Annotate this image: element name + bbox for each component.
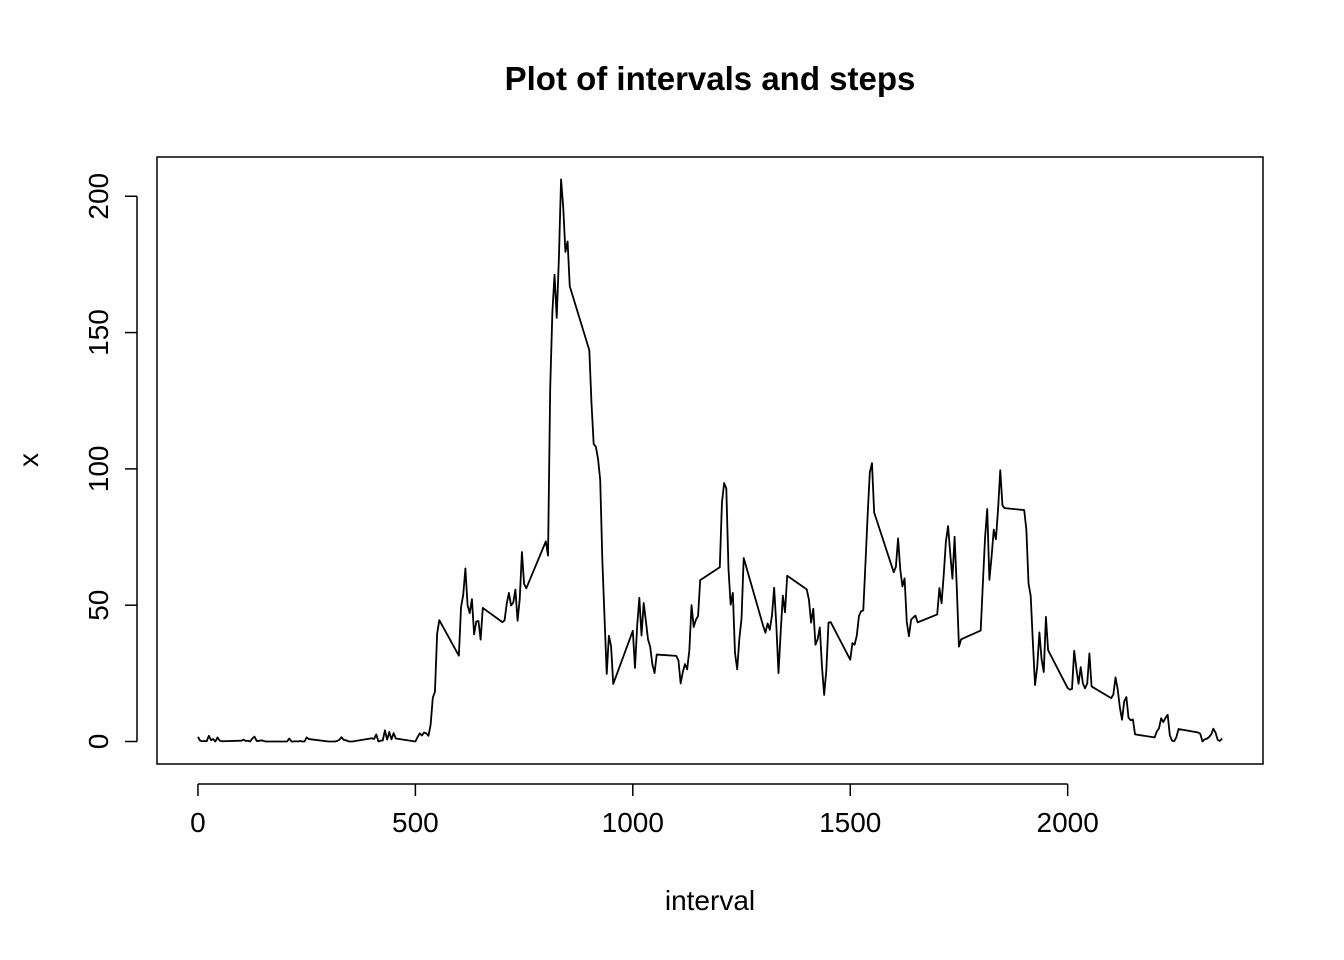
data-line: [197, 178, 1223, 743]
y-tick-label: 150: [83, 309, 114, 356]
x-tick-label: 500: [392, 807, 439, 838]
x-tick-label: 2000: [1037, 807, 1099, 838]
y-axis-label: x: [13, 453, 44, 467]
x-tick-label: 0: [190, 807, 206, 838]
y-tick-label: 100: [83, 446, 114, 493]
chart-title: Plot of intervals and steps: [505, 60, 916, 97]
plot-box: [156, 156, 1264, 765]
x-tick-label: 1000: [602, 807, 664, 838]
y-tick-label: 50: [83, 590, 114, 621]
y-tick-label: 200: [83, 173, 114, 220]
y-tick-label: 0: [83, 734, 114, 750]
x-tick-label: 1500: [819, 807, 881, 838]
x-axis-label: interval: [665, 885, 755, 916]
